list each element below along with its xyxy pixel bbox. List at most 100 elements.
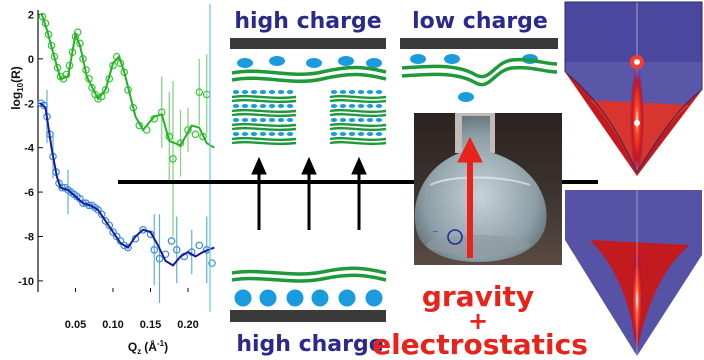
membrane-line — [329, 122, 387, 128]
red-arrow — [457, 136, 483, 258]
ion-dot — [250, 118, 258, 122]
ion-dot — [366, 132, 374, 136]
data-point — [150, 246, 159, 254]
series-2 — [37, 89, 216, 304]
ion-dot — [286, 118, 294, 122]
stacked-membranes-left — [231, 90, 297, 146]
ion-dot — [330, 104, 338, 108]
data-point — [124, 243, 132, 252]
data-point — [97, 210, 106, 219]
data-point — [88, 83, 96, 92]
membrane-line — [329, 108, 387, 114]
membrane-line — [329, 112, 387, 118]
ion-dot — [286, 90, 294, 94]
ion-dot — [259, 90, 267, 94]
ion-dot — [259, 118, 267, 122]
membrane-line — [231, 98, 297, 104]
ion-dot — [348, 118, 356, 122]
ion-dot — [250, 90, 258, 94]
series-layer — [37, 4, 216, 312]
upward-arrows — [251, 156, 367, 230]
ion-dot — [339, 104, 347, 108]
ion-dot — [348, 104, 356, 108]
data-point — [73, 28, 82, 37]
y-tick-labels: 2 0 -2 -4 -6 -8 -10 — [18, 9, 43, 288]
y-tick-label: -4 — [24, 143, 35, 155]
data-point — [40, 101, 48, 110]
data-point — [195, 88, 204, 96]
y-tick-label: 0 — [28, 54, 34, 66]
ion-dot — [241, 132, 249, 136]
membrane-bottom-high — [231, 266, 387, 283]
label-plus: + — [468, 307, 488, 335]
ion-dot — [250, 132, 258, 136]
ion-dot — [250, 104, 258, 108]
ion-dot — [268, 118, 276, 122]
data-point — [38, 12, 47, 21]
data-point — [172, 246, 181, 254]
membrane-line — [231, 140, 297, 146]
membrane-line — [329, 136, 387, 142]
ion-dot — [268, 132, 276, 136]
label-gravity: gravity — [422, 280, 534, 313]
data-point — [195, 241, 204, 250]
ion-dot — [375, 104, 383, 108]
membrane-line — [231, 136, 297, 142]
stacked-membranes-right — [329, 90, 387, 146]
y-tick-label: -2 — [24, 98, 34, 110]
ion-dot — [232, 90, 240, 94]
substrate-low — [400, 38, 558, 49]
svg-text:~: ~ — [432, 227, 439, 236]
membrane-line — [329, 140, 387, 146]
ion-dot — [268, 90, 276, 94]
fit-line — [39, 102, 215, 267]
membrane-top-high — [231, 65, 387, 83]
ion-dot — [286, 104, 294, 108]
flask-photo: ~ — [414, 113, 562, 265]
ion-dot — [375, 90, 383, 94]
data-point — [112, 232, 121, 241]
membrane-line — [231, 108, 297, 114]
fit-line — [40, 14, 215, 149]
ion-dot — [259, 104, 267, 108]
ion-dot — [339, 132, 347, 136]
series-1 — [38, 12, 215, 237]
reflectivity-chart: 20-2-4-6-8-10 0.05 0.10 0.15 0.20 log10(R) … — [9, 4, 216, 356]
membrane-line — [231, 94, 297, 100]
membrane-line — [231, 122, 297, 128]
ion-row-bottom-high — [234, 289, 383, 307]
ion-dot — [357, 118, 365, 122]
y-axis-label: log10(R) — [9, 66, 25, 110]
ion-dot — [366, 90, 374, 94]
membrane-line — [231, 126, 297, 132]
x-tick-label: 0.15 — [140, 319, 161, 331]
ion-dot — [357, 90, 365, 94]
ion-row-top-high — [237, 56, 382, 68]
x-tick-label: 0.05 — [65, 319, 86, 331]
ion-dot — [286, 132, 294, 136]
y-tick-label: -8 — [24, 231, 34, 243]
ion-dot — [232, 118, 240, 122]
substrate-top-high — [230, 38, 386, 49]
label-electrostatics: electrostatics — [372, 328, 588, 360]
x-tick-label: 0.20 — [177, 319, 198, 331]
detector-image-bottom — [565, 190, 702, 356]
ion-dot — [339, 90, 347, 94]
ion-dot — [375, 118, 383, 122]
data-point — [167, 237, 176, 245]
label-high-charge-bottom: high charge — [236, 332, 383, 357]
data-point — [94, 95, 102, 103]
membrane-line — [329, 98, 387, 104]
ion-dot — [366, 104, 374, 108]
x-tick-labels: 0.05 0.10 0.15 0.20 — [65, 288, 199, 331]
membrane-line — [329, 94, 387, 100]
arrow-1 — [251, 156, 267, 230]
y-tick-label: -10 — [18, 276, 34, 288]
x-axis-label: Qz (Å-1) — [128, 339, 168, 356]
ion-dot — [330, 118, 338, 122]
ion-dot — [259, 132, 267, 136]
data-point — [105, 221, 114, 230]
ion-dot — [277, 132, 285, 136]
ion-dot — [241, 90, 249, 94]
